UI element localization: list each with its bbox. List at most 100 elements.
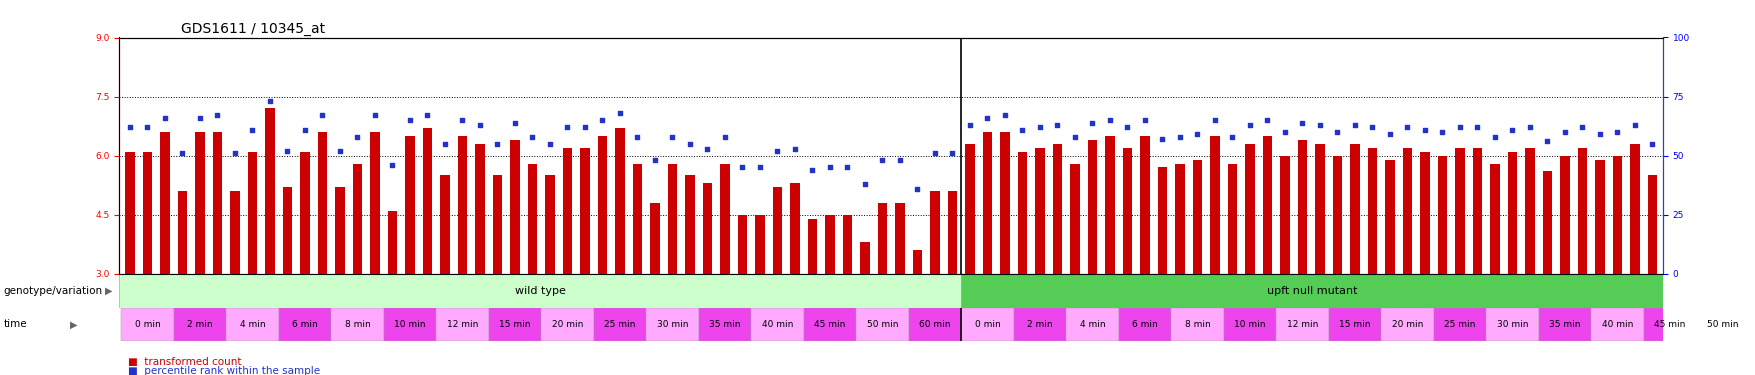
- Point: [256, 98, 284, 104]
- Point: [937, 150, 965, 156]
- Bar: [1611, 156, 1622, 274]
- Bar: [579, 148, 590, 274]
- Text: 35 min: 35 min: [1548, 320, 1580, 329]
- Bar: [1485, 308, 1537, 341]
- Bar: [1051, 144, 1062, 274]
- Text: 20 min: 20 min: [1392, 320, 1422, 329]
- Bar: [842, 214, 851, 274]
- Text: 40 min: 40 min: [1601, 320, 1632, 329]
- Bar: [1646, 176, 1657, 274]
- Point: [1637, 141, 1665, 147]
- Text: 4 min: 4 min: [239, 320, 265, 329]
- Point: [1602, 129, 1630, 135]
- Bar: [458, 136, 467, 274]
- Bar: [1525, 148, 1534, 274]
- Point: [781, 146, 809, 152]
- Bar: [930, 191, 939, 274]
- Bar: [1013, 308, 1065, 341]
- Bar: [965, 144, 974, 274]
- Point: [448, 117, 476, 123]
- Text: 2 min: 2 min: [188, 320, 212, 329]
- Bar: [684, 176, 695, 274]
- Bar: [1157, 167, 1167, 274]
- Point: [1532, 138, 1560, 144]
- Bar: [174, 308, 226, 341]
- Bar: [1381, 308, 1432, 341]
- Point: [1007, 127, 1035, 133]
- Bar: [698, 308, 751, 341]
- Text: 15 min: 15 min: [1339, 320, 1371, 329]
- Bar: [1171, 308, 1223, 341]
- Point: [588, 117, 616, 123]
- Bar: [1455, 148, 1464, 274]
- Point: [500, 120, 528, 126]
- Point: [1042, 122, 1071, 128]
- Bar: [544, 176, 555, 274]
- Bar: [1192, 160, 1202, 274]
- Point: [763, 148, 792, 154]
- Bar: [983, 132, 992, 274]
- Bar: [649, 203, 660, 274]
- Point: [1183, 131, 1211, 137]
- Text: upft null mutant: upft null mutant: [1265, 286, 1357, 296]
- Bar: [562, 148, 572, 274]
- Bar: [177, 191, 188, 274]
- Point: [221, 150, 249, 156]
- Bar: [279, 308, 332, 341]
- Text: 10 min: 10 min: [1234, 320, 1265, 329]
- Bar: [1121, 148, 1132, 274]
- Text: 20 min: 20 min: [551, 320, 583, 329]
- Bar: [332, 308, 383, 341]
- Text: ▶: ▶: [70, 320, 77, 329]
- Bar: [1629, 144, 1639, 274]
- Bar: [1367, 148, 1376, 274]
- Point: [204, 112, 232, 118]
- Point: [1218, 134, 1246, 140]
- Point: [1236, 122, 1264, 128]
- Point: [955, 122, 983, 128]
- Bar: [667, 164, 677, 274]
- Point: [133, 124, 161, 130]
- Point: [869, 158, 897, 164]
- Bar: [1594, 160, 1604, 274]
- Bar: [825, 214, 834, 274]
- Point: [1060, 134, 1088, 140]
- Bar: [755, 214, 763, 274]
- Bar: [488, 308, 541, 341]
- Bar: [1432, 308, 1485, 341]
- Point: [1078, 120, 1106, 126]
- Bar: [195, 132, 205, 274]
- Text: 30 min: 30 min: [656, 320, 688, 329]
- Bar: [1018, 152, 1027, 274]
- Text: ■  percentile rank within the sample: ■ percentile rank within the sample: [128, 366, 319, 375]
- Bar: [1104, 136, 1114, 274]
- Bar: [1174, 164, 1185, 274]
- Bar: [878, 203, 886, 274]
- Text: 6 min: 6 min: [291, 320, 318, 329]
- Text: 60 min: 60 min: [918, 320, 949, 329]
- Bar: [300, 152, 309, 274]
- Bar: [370, 132, 379, 274]
- Bar: [509, 140, 519, 274]
- Bar: [1385, 160, 1393, 274]
- Point: [309, 112, 337, 118]
- Point: [465, 122, 493, 128]
- Text: 50 min: 50 min: [867, 320, 897, 329]
- Bar: [435, 308, 488, 341]
- Point: [1444, 124, 1472, 130]
- Point: [1341, 122, 1369, 128]
- Text: 35 min: 35 min: [709, 320, 741, 329]
- Bar: [441, 176, 449, 274]
- Point: [676, 141, 704, 147]
- Bar: [1227, 164, 1237, 274]
- Point: [834, 164, 862, 170]
- Text: ▶: ▶: [105, 286, 112, 296]
- Point: [151, 115, 179, 121]
- Point: [851, 181, 879, 187]
- Bar: [751, 308, 804, 341]
- Bar: [423, 128, 432, 274]
- Point: [1253, 117, 1281, 123]
- Point: [658, 134, 686, 140]
- Point: [693, 146, 721, 152]
- Text: 25 min: 25 min: [1443, 320, 1474, 329]
